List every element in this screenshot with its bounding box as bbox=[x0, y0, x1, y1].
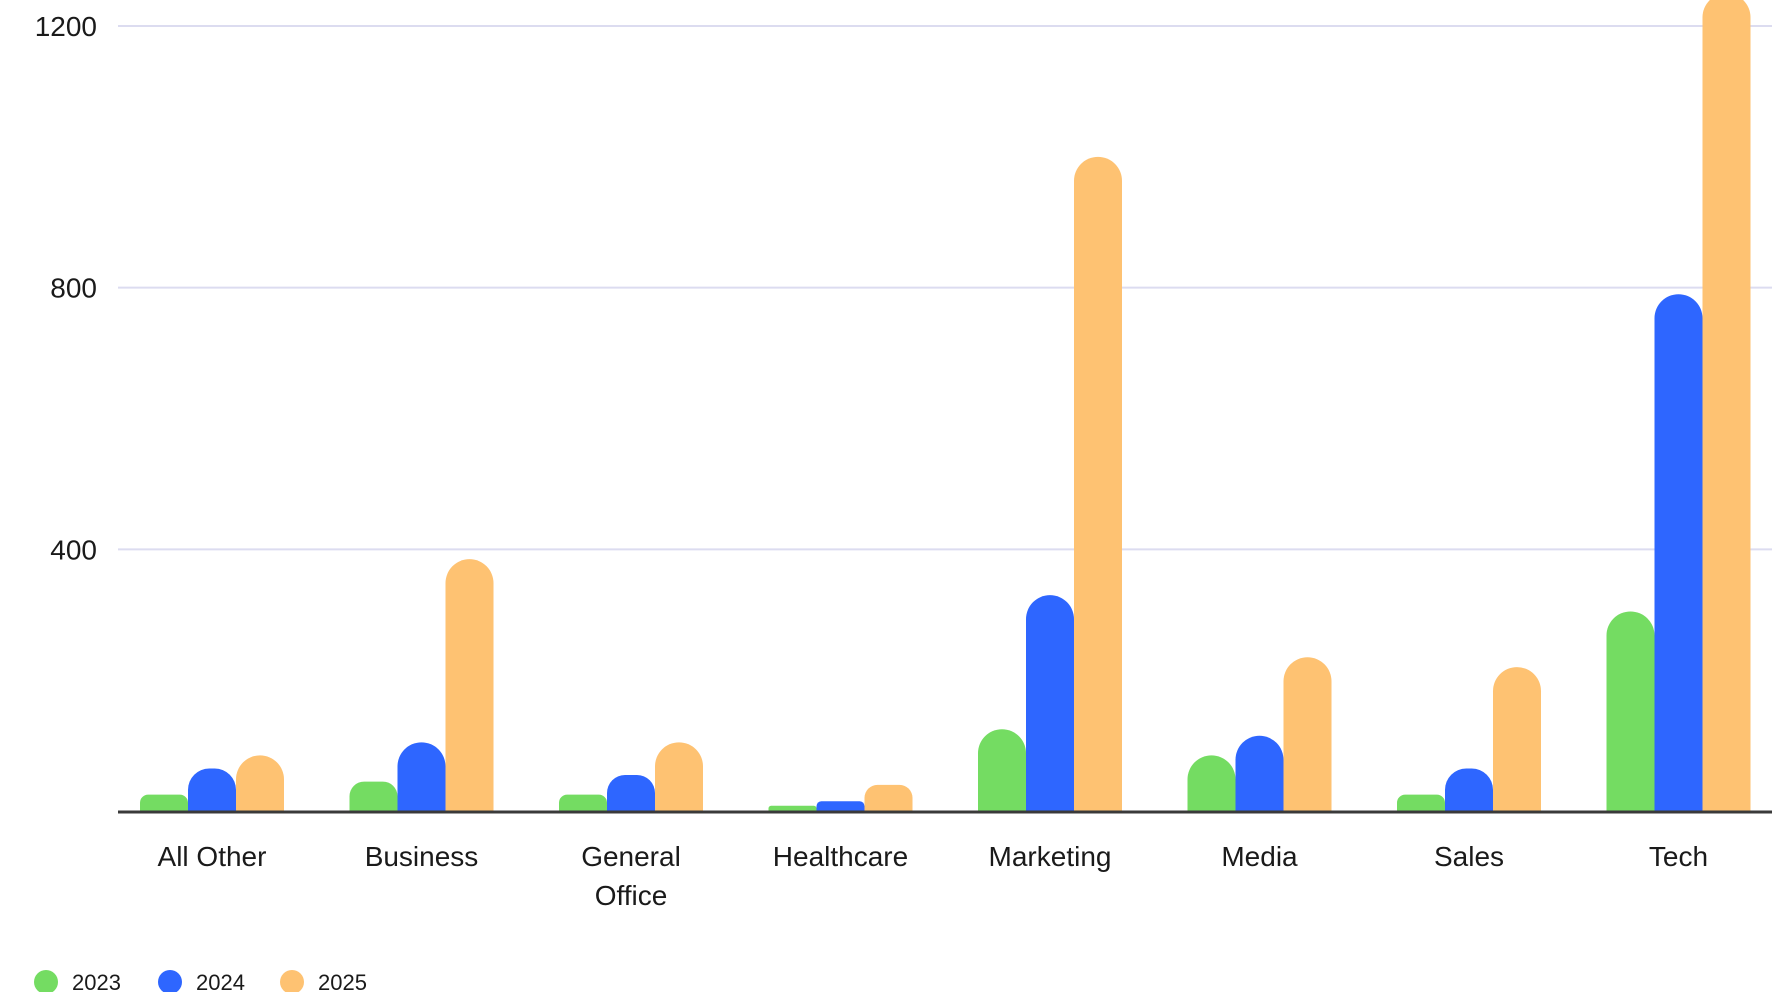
bar-2023-marketing[interactable] bbox=[978, 729, 1026, 835]
x-tick-label-marketing: Marketing bbox=[989, 841, 1112, 872]
bar-2024-media[interactable] bbox=[1235, 735, 1284, 835]
bar-2023-tech[interactable] bbox=[1606, 611, 1655, 835]
y-tick-label-400: 400 bbox=[50, 534, 97, 565]
legend-item-2024[interactable]: 2024 bbox=[158, 970, 245, 992]
bar-2023-media[interactable] bbox=[1187, 755, 1236, 835]
legend-swatch-2025 bbox=[280, 970, 304, 992]
bar-2024-sales[interactable] bbox=[1445, 768, 1493, 832]
bar-2024-tech[interactable] bbox=[1654, 294, 1703, 835]
bar-2023-business[interactable] bbox=[349, 781, 398, 826]
bar-2025-media[interactable] bbox=[1283, 657, 1332, 835]
y-tick-label-1200: 1200 bbox=[35, 11, 97, 42]
legend-swatch-2024 bbox=[158, 970, 182, 992]
x-tick-label-all-other: All Other bbox=[158, 841, 267, 872]
legend-label-2024: 2024 bbox=[196, 970, 245, 992]
category-labels: All Other Business General Office Healthcare… bbox=[158, 841, 1709, 911]
bar-2024-business[interactable] bbox=[397, 742, 446, 835]
x-tick-label-business: Business bbox=[365, 841, 479, 872]
bar-2023-all-other[interactable] bbox=[140, 794, 188, 820]
x-tick-label-tech: Tech bbox=[1649, 841, 1708, 872]
bar-2025-all-other[interactable] bbox=[236, 755, 284, 835]
bar-2023-healthcare[interactable] bbox=[768, 805, 817, 814]
legend-label-2023: 2023 bbox=[72, 970, 121, 992]
bars bbox=[140, 0, 1751, 835]
gridlines: 400 800 1200 bbox=[35, 11, 1772, 565]
bar-2025-marketing[interactable] bbox=[1074, 156, 1122, 835]
bar-2024-healthcare[interactable] bbox=[816, 801, 865, 816]
bar-2025-healthcare[interactable] bbox=[864, 784, 913, 824]
x-tick-label-media: Media bbox=[1221, 841, 1298, 872]
bar-2025-tech[interactable] bbox=[1702, 0, 1751, 835]
legend-item-2023[interactable]: 2023 bbox=[34, 970, 121, 992]
y-tick-label-800: 800 bbox=[50, 273, 97, 304]
x-tick-label-sales: Sales bbox=[1434, 841, 1504, 872]
legend: 2023 2024 2025 bbox=[34, 970, 367, 992]
bar-2025-sales[interactable] bbox=[1493, 667, 1541, 835]
bar-2024-marketing[interactable] bbox=[1026, 595, 1074, 835]
bar-2023-general-office[interactable] bbox=[559, 794, 607, 820]
bar-2025-business[interactable] bbox=[445, 559, 494, 835]
bar-2024-general-office[interactable] bbox=[607, 775, 655, 829]
x-tick-label-general-office: General Office bbox=[581, 841, 681, 911]
legend-item-2025[interactable]: 2025 bbox=[280, 970, 367, 992]
bar-2024-all-other[interactable] bbox=[188, 768, 236, 832]
bar-2023-sales[interactable] bbox=[1397, 794, 1445, 820]
x-tick-label-healthcare: Healthcare bbox=[773, 841, 908, 872]
bar-2025-general-office[interactable] bbox=[655, 742, 703, 835]
legend-swatch-2023 bbox=[34, 970, 58, 992]
legend-label-2025: 2025 bbox=[318, 970, 367, 992]
